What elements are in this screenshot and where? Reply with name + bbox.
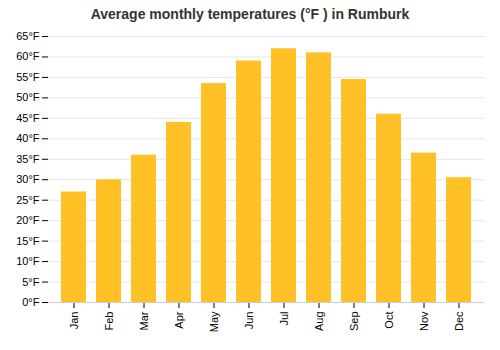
svg-text:25°F: 25°F: [16, 194, 40, 206]
svg-text:Feb: Feb: [103, 312, 115, 331]
svg-text:May: May: [208, 311, 220, 332]
svg-text:10°F: 10°F: [16, 255, 40, 267]
svg-text:0°F: 0°F: [22, 296, 40, 308]
svg-text:50°F: 50°F: [16, 91, 40, 103]
svg-text:Jan: Jan: [68, 312, 80, 330]
svg-text:Apr: Apr: [173, 311, 185, 328]
svg-text:45°F: 45°F: [16, 112, 40, 124]
svg-text:Oct: Oct: [383, 312, 395, 329]
svg-text:65°F: 65°F: [16, 30, 40, 42]
svg-text:20°F: 20°F: [16, 214, 40, 226]
svg-text:Mar: Mar: [138, 311, 150, 330]
svg-text:5°F: 5°F: [22, 276, 40, 288]
svg-text:Jun: Jun: [243, 312, 255, 330]
svg-text:60°F: 60°F: [16, 50, 40, 62]
svg-text:Nov: Nov: [418, 311, 430, 331]
svg-text:35°F: 35°F: [16, 153, 40, 165]
svg-text:40°F: 40°F: [16, 132, 40, 144]
svg-text:55°F: 55°F: [16, 71, 40, 83]
svg-text:30°F: 30°F: [16, 173, 40, 185]
svg-text:15°F: 15°F: [16, 235, 40, 247]
svg-text:Sep: Sep: [348, 312, 360, 332]
html-text:Average monthly temperatures (: Average monthly temperatures (°F ) in Ru…: [90, 6, 410, 22]
svg-text:Aug: Aug: [313, 312, 325, 332]
svg-text:Jul: Jul: [278, 312, 290, 326]
svg-text:Dec: Dec: [453, 311, 465, 331]
